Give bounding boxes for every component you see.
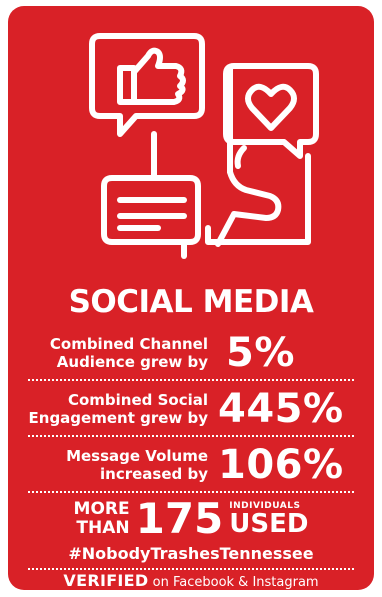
stat-engagement-growth: Combined Social Engagement grew by 445% xyxy=(28,382,358,436)
than-label: THAN xyxy=(76,518,130,538)
participants-number: 175 xyxy=(135,494,224,543)
stat-message-volume: Message Volume increased by 106% xyxy=(28,438,358,492)
stat-label: Message Volume increased by xyxy=(66,447,208,483)
dotted-divider xyxy=(28,568,354,570)
chat-bubble-icon xyxy=(101,175,201,259)
thumbs-up-icon xyxy=(89,33,205,137)
hashtag: #NobodyTrashesTennessee xyxy=(68,544,314,563)
stat-value: 445% xyxy=(218,386,344,432)
hand-holding-phone-icon xyxy=(205,65,311,247)
heart-icon xyxy=(223,63,319,159)
individuals-label: INDIVIDUALS xyxy=(229,501,301,511)
stat-label: Combined Channel Audience grew by xyxy=(49,335,208,371)
verified-text: on Facebook & Instagram xyxy=(152,575,319,590)
stat-value: 106% xyxy=(218,442,344,488)
dotted-divider xyxy=(28,491,354,493)
used-label: USED xyxy=(229,509,309,539)
page-title: SOCIAL MEDIA xyxy=(68,284,314,320)
more-label: MORE xyxy=(73,499,130,519)
dotted-divider xyxy=(28,435,354,437)
stat-value: 5% xyxy=(226,330,295,376)
social-media-illustration xyxy=(8,6,374,276)
participants-stat: MORE THAN 175 INDIVIDUALS USED xyxy=(8,496,374,542)
stat-label: Combined Social Engagement grew by xyxy=(28,391,208,427)
verified-badge: VERIFIED xyxy=(63,571,149,590)
dotted-divider xyxy=(28,379,354,381)
social-media-card: SOCIAL MEDIA Combined Channel Audience g… xyxy=(8,6,374,590)
stat-audience-growth: Combined Channel Audience grew by 5% xyxy=(28,326,358,380)
verified-line: VERIFIED on Facebook & Instagram xyxy=(8,571,374,591)
